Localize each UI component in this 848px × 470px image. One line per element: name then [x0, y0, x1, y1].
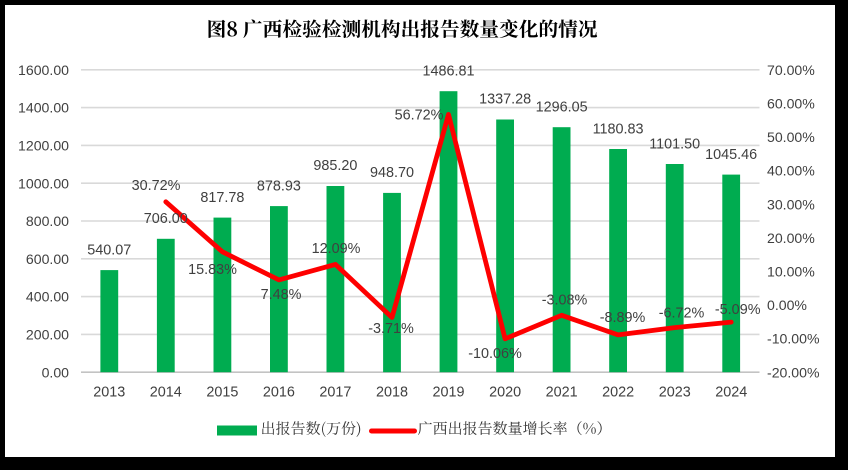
svg-text:2023: 2023: [659, 385, 691, 401]
svg-text:985.20: 985.20: [313, 158, 357, 174]
svg-text:948.70: 948.70: [370, 165, 414, 181]
svg-text:706.00: 706.00: [144, 211, 188, 227]
svg-text:-6.72%: -6.72%: [659, 306, 705, 322]
svg-text:10.00%: 10.00%: [767, 264, 815, 280]
svg-text:-3.71%: -3.71%: [368, 321, 414, 337]
svg-text:1200.00: 1200.00: [18, 138, 69, 154]
svg-text:30.72%: 30.72%: [132, 178, 181, 194]
svg-text:817.78: 817.78: [200, 190, 244, 206]
svg-text:400.00: 400.00: [26, 289, 69, 305]
svg-text:70.00%: 70.00%: [767, 62, 815, 78]
svg-text:600.00: 600.00: [26, 251, 69, 267]
svg-text:-10.00%: -10.00%: [767, 331, 820, 347]
svg-text:878.93: 878.93: [257, 178, 301, 194]
svg-text:-8.89%: -8.89%: [600, 310, 646, 326]
svg-text:60.00%: 60.00%: [767, 96, 815, 112]
svg-text:1337.28: 1337.28: [479, 92, 531, 108]
svg-text:2014: 2014: [150, 385, 182, 401]
svg-text:1000.00: 1000.00: [18, 175, 69, 191]
svg-text:12.09%: 12.09%: [312, 241, 361, 257]
svg-text:2015: 2015: [206, 385, 238, 401]
svg-text:0.00%: 0.00%: [767, 297, 807, 313]
svg-text:15.83%: 15.83%: [188, 262, 237, 278]
svg-text:1296.05: 1296.05: [536, 100, 588, 116]
svg-text:1400.00: 1400.00: [18, 100, 69, 116]
svg-text:2018: 2018: [376, 385, 408, 401]
svg-text:2020: 2020: [489, 385, 521, 401]
svg-text:-20.00%: -20.00%: [767, 364, 820, 380]
svg-text:1486.81: 1486.81: [422, 63, 474, 79]
svg-text:1045.46: 1045.46: [705, 147, 757, 163]
svg-text:800.00: 800.00: [26, 213, 69, 229]
svg-text:1180.83: 1180.83: [593, 121, 644, 137]
svg-text:2013: 2013: [93, 385, 125, 401]
svg-text:2016: 2016: [263, 385, 295, 401]
svg-text:0.00: 0.00: [42, 364, 70, 380]
svg-text:-5.09%: -5.09%: [715, 302, 761, 318]
svg-text:200.00: 200.00: [26, 327, 69, 343]
svg-text:2017: 2017: [319, 385, 351, 401]
svg-text:30.00%: 30.00%: [767, 196, 815, 212]
svg-text:40.00%: 40.00%: [767, 163, 815, 179]
svg-text:1101.50: 1101.50: [649, 136, 700, 152]
svg-text:7.48%: 7.48%: [261, 287, 302, 303]
svg-text:20.00%: 20.00%: [767, 230, 815, 246]
svg-text:540.07: 540.07: [87, 242, 131, 258]
svg-text:-3.08%: -3.08%: [542, 293, 588, 309]
svg-text:56.72%: 56.72%: [395, 108, 444, 124]
svg-text:2024: 2024: [715, 385, 747, 401]
svg-text:-10.06%: -10.06%: [468, 346, 522, 362]
svg-text:2021: 2021: [546, 385, 578, 401]
svg-text:50.00%: 50.00%: [767, 129, 815, 145]
svg-text:2019: 2019: [432, 385, 464, 401]
svg-text:1600.00: 1600.00: [18, 62, 69, 78]
svg-text:2022: 2022: [602, 385, 634, 401]
